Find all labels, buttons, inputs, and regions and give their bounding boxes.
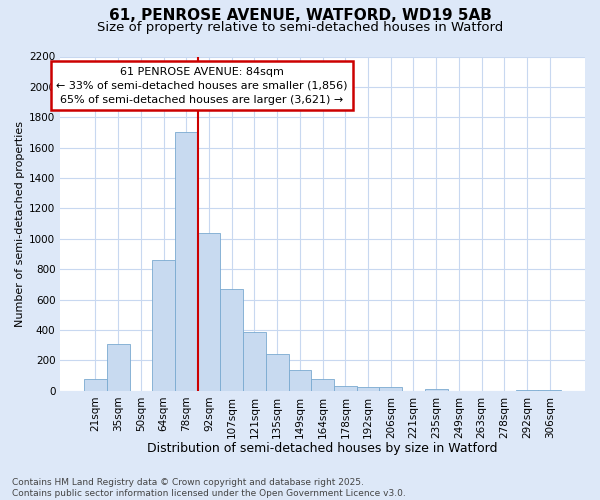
Bar <box>107 344 130 391</box>
Bar <box>379 387 402 391</box>
Bar <box>516 390 538 391</box>
Bar <box>425 390 448 391</box>
Text: 61 PENROSE AVENUE: 84sqm
← 33% of semi-detached houses are smaller (1,856)
65% o: 61 PENROSE AVENUE: 84sqm ← 33% of semi-d… <box>56 66 348 104</box>
Bar <box>152 260 175 391</box>
Bar <box>175 132 198 391</box>
Text: Size of property relative to semi-detached houses in Watford: Size of property relative to semi-detach… <box>97 21 503 34</box>
Bar <box>311 380 334 391</box>
Text: Contains HM Land Registry data © Crown copyright and database right 2025.
Contai: Contains HM Land Registry data © Crown c… <box>12 478 406 498</box>
Text: 61, PENROSE AVENUE, WATFORD, WD19 5AB: 61, PENROSE AVENUE, WATFORD, WD19 5AB <box>109 8 491 22</box>
Bar <box>84 380 107 391</box>
Bar <box>289 370 311 391</box>
Bar <box>220 289 243 391</box>
Bar <box>357 387 379 391</box>
X-axis label: Distribution of semi-detached houses by size in Watford: Distribution of semi-detached houses by … <box>148 442 498 455</box>
Bar <box>266 354 289 391</box>
Bar <box>243 332 266 391</box>
Y-axis label: Number of semi-detached properties: Number of semi-detached properties <box>15 120 25 326</box>
Bar <box>538 390 561 391</box>
Bar <box>198 233 220 391</box>
Bar <box>334 386 357 391</box>
